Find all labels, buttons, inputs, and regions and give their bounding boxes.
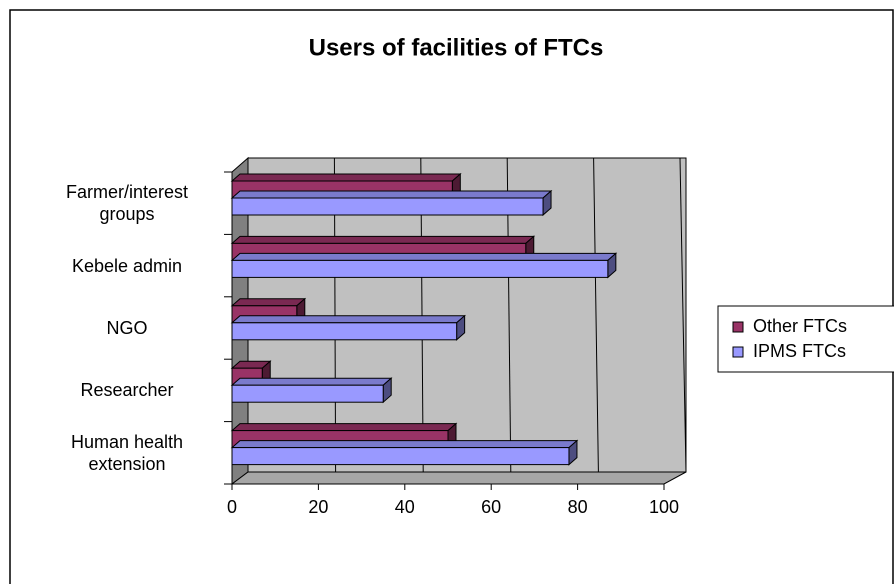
bar	[231, 384, 384, 403]
y-tick-label: Researcher	[80, 380, 174, 401]
y-tick-label: Kebele admin	[71, 255, 183, 276]
legend-box	[717, 305, 894, 373]
legend-swatch	[732, 346, 744, 358]
bar-top	[230, 252, 618, 261]
x-tick-label: 60	[481, 497, 501, 517]
y-tick-label: NGO	[106, 318, 148, 338]
bar-top	[230, 298, 307, 307]
grid-line	[593, 157, 599, 473]
bar-top	[230, 315, 466, 324]
legend-swatch	[732, 321, 744, 333]
bar	[231, 322, 458, 341]
x-tick-label: 100	[649, 497, 679, 517]
x-tick-label: 40	[395, 497, 415, 517]
chart-title: Users of facilities of FTCs	[309, 34, 604, 61]
bar	[231, 259, 609, 278]
bar-top	[230, 190, 553, 199]
bar-top	[230, 377, 393, 386]
legend-label: Other FTCs	[753, 316, 847, 336]
bar-top	[230, 173, 462, 182]
x-tick-label: 20	[308, 497, 328, 517]
bar-top	[230, 440, 579, 449]
y-tick-label: Human health extension	[70, 431, 184, 474]
y-tick-label: Farmer/interest groups	[65, 182, 189, 225]
bar-top	[230, 423, 458, 432]
bar	[231, 447, 570, 466]
bar	[231, 197, 544, 216]
grid-line	[679, 157, 687, 473]
x-tick-label: 80	[568, 497, 588, 517]
x-tick-label: 0	[227, 497, 237, 517]
legend-label: IPMS FTCs	[753, 341, 846, 361]
bar-top	[230, 235, 536, 244]
floor	[230, 471, 687, 485]
